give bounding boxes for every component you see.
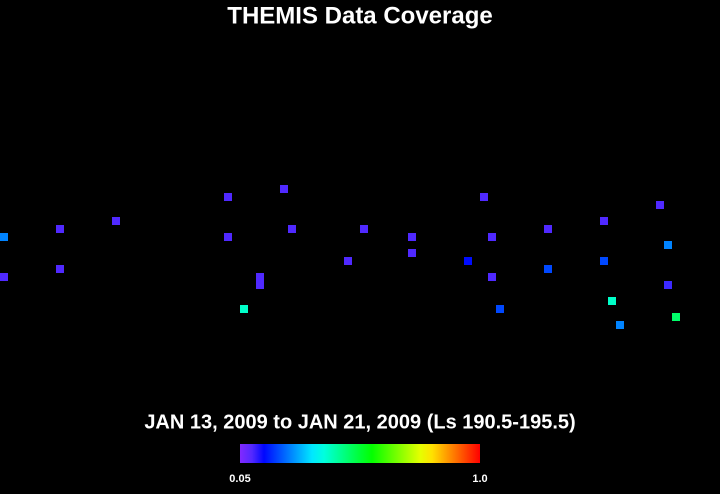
- coverage-point: [616, 321, 624, 329]
- coverage-point: [224, 233, 232, 241]
- coverage-point: [256, 273, 264, 281]
- coverage-point: [112, 217, 120, 225]
- coverage-point: [0, 233, 8, 241]
- coverage-point: [488, 273, 496, 281]
- coverage-point: [600, 217, 608, 225]
- coverage-point: [224, 193, 232, 201]
- colorbar-tick-label: 0.05: [229, 473, 250, 485]
- colorbar-tick-label: 1.0: [472, 473, 487, 485]
- colorbar: [240, 444, 480, 463]
- coverage-point: [256, 281, 264, 289]
- coverage-point: [672, 313, 680, 321]
- coverage-point: [488, 233, 496, 241]
- coverage-point: [656, 201, 664, 209]
- coverage-point: [480, 193, 488, 201]
- coverage-point: [56, 265, 64, 273]
- coverage-point: [288, 225, 296, 233]
- coverage-point: [600, 257, 608, 265]
- coverage-point: [280, 185, 288, 193]
- coverage-point: [608, 297, 616, 305]
- coverage-point: [408, 233, 416, 241]
- coverage-point: [496, 305, 504, 313]
- chart-title: THEMIS Data Coverage: [227, 2, 492, 29]
- coverage-point: [664, 241, 672, 249]
- coverage-point: [360, 225, 368, 233]
- coverage-point: [344, 257, 352, 265]
- coverage-point: [464, 257, 472, 265]
- coverage-point: [664, 281, 672, 289]
- coverage-point: [544, 225, 552, 233]
- coverage-point: [408, 249, 416, 257]
- coverage-point: [240, 305, 248, 313]
- coverage-point: [0, 273, 8, 281]
- coverage-point: [544, 265, 552, 273]
- coverage-point: [56, 225, 64, 233]
- chart-subtitle: JAN 13, 2009 to JAN 21, 2009 (Ls 190.5-1…: [144, 411, 575, 433]
